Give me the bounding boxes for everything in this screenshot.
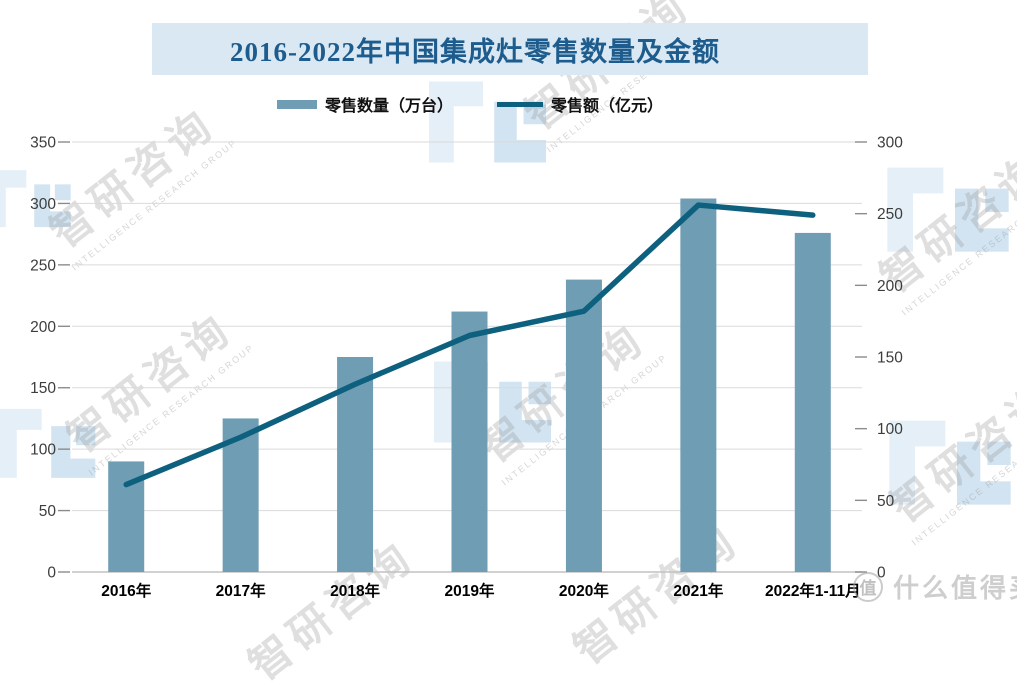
left-axis-label-200: 200 [30,319,56,336]
left-axis-label-300: 300 [30,196,56,213]
smzdm-badge-icon: 值 [853,571,883,602]
zhiyan-logo-watermark [0,408,96,478]
right-axis-label-50: 50 [877,493,895,510]
zhiyan-logo-watermark [887,167,1009,252]
line-series-swatch [497,101,543,107]
zhiyan-logo-watermark [0,170,71,228]
x-axis-label-2019年: 2019年 [445,581,495,600]
legend-item-retail-value: 零售额（亿元） [497,92,663,116]
legend-item-retail-volume: 零售数量（万台） [276,92,453,116]
x-axis-label-2022年1-11月: 2022年1-11月 [765,581,861,600]
x-axis-label-2017年: 2017年 [216,581,266,600]
smzdm-watermark: 值 什么值得买 [853,568,1017,605]
right-axis-label-150: 150 [877,350,903,367]
bar-2019年 [451,311,488,572]
right-axis-label-300: 300 [877,135,903,152]
x-axis-label-2021年: 2021年 [673,581,723,600]
zhiyan-logo-watermark [889,420,1011,505]
right-axis-label-250: 250 [877,206,903,223]
legend-label-retail-value: 零售额（亿元） [551,98,664,115]
x-axis-label-2018年: 2018年 [330,581,380,600]
title-banner: 2016-2022年中国集成灶零售数量及金额 [152,23,868,75]
right-axis-label-0: 0 [877,565,886,582]
page-title: 2016-2022年中国集成灶零售数量及金额 [230,36,720,67]
left-axis-label-150: 150 [30,380,56,397]
bar-2020年 [565,279,602,572]
left-axis-label-350: 350 [30,135,56,152]
retail-value-line [123,202,816,488]
legend-label-retail-volume: 零售数量（万台） [324,98,453,115]
left-axis-label-0: 0 [47,565,56,582]
right-axis-label-100: 100 [877,421,903,438]
chart-legend: 零售数量（万台） 零售额（亿元） [0,92,940,116]
left-axis-label-100: 100 [30,442,56,459]
bar-2021年 [680,198,717,572]
x-axis-label-2020年: 2020年 [559,581,609,600]
left-axis-label-50: 50 [39,503,57,520]
chart-canvas: 0 50 100 150 200 250 300 350 0 50 100 150 200 250 300 2… [30,135,903,601]
x-axis-label-2016年: 2016年 [101,581,151,600]
bar-series-swatch [276,99,317,109]
left-axis-label-250: 250 [30,257,56,274]
bar-2018年 [337,357,374,572]
bar-2022年1-11月 [794,232,831,572]
right-axis-label-200: 200 [877,278,903,295]
